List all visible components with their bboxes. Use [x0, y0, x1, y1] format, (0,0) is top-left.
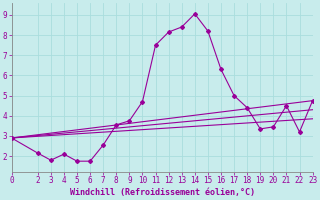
X-axis label: Windchill (Refroidissement éolien,°C): Windchill (Refroidissement éolien,°C)	[69, 188, 255, 197]
